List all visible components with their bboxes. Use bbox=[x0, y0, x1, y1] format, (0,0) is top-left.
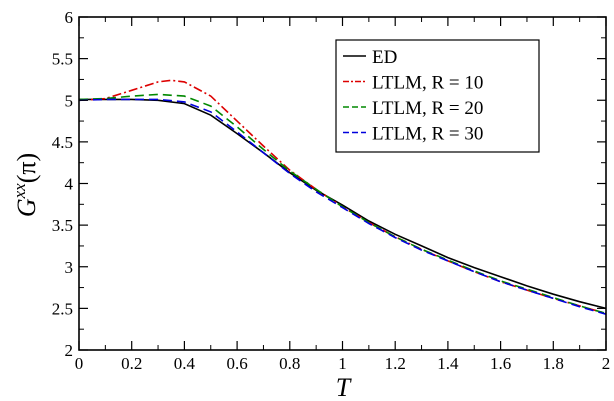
x-tick-label: 1.6 bbox=[490, 354, 511, 373]
y-tick-label: 2.5 bbox=[52, 299, 73, 318]
x-tick-label: 1.4 bbox=[437, 354, 459, 373]
x-tick-label: 2 bbox=[602, 354, 611, 373]
series-line-0 bbox=[79, 98, 607, 310]
x-tick-label: 0.6 bbox=[226, 354, 247, 373]
x-tick-label: 1.2 bbox=[385, 354, 406, 373]
series-layer bbox=[78, 79, 607, 315]
series-line-3 bbox=[78, 98, 607, 315]
y-tick-label: 2 bbox=[65, 341, 74, 360]
x-tick-label: 0 bbox=[75, 354, 84, 373]
y-tick-label: 5.5 bbox=[52, 50, 73, 69]
legend-label-1: LTLM, R = 10 bbox=[372, 73, 483, 94]
x-tick-label: 0.2 bbox=[121, 354, 142, 373]
ticks-layer bbox=[78, 16, 607, 351]
y-tick-label: 3 bbox=[65, 258, 74, 277]
legend: ED LTLM, R = 10 LTLM, R = 20 LTLM, R = 30 bbox=[335, 39, 540, 153]
y-tick-label: 3.5 bbox=[52, 216, 73, 235]
legend-items: ED LTLM, R = 10 LTLM, R = 20 LTLM, R = 30 bbox=[343, 47, 483, 145]
x-axis-title: T bbox=[336, 373, 352, 401]
x-tick-label: 1 bbox=[338, 354, 347, 373]
legend-label-3: LTLM, R = 30 bbox=[372, 124, 483, 145]
y-tick-label: 6 bbox=[65, 8, 74, 27]
y-tick-label: 4.5 bbox=[52, 133, 73, 152]
y-axis-title: Gxx(π) bbox=[10, 153, 41, 217]
y-tick-label: 4 bbox=[65, 175, 74, 194]
y-tick-label: 5 bbox=[65, 91, 74, 110]
legend-label-2: LTLM, R = 20 bbox=[372, 98, 483, 119]
legend-box bbox=[335, 39, 540, 153]
x-tick-label: 0.8 bbox=[279, 354, 300, 373]
legend-label-0: ED bbox=[372, 47, 397, 68]
y-axis-title-base: G bbox=[12, 198, 41, 217]
x-tick-label: 1.8 bbox=[543, 354, 564, 373]
y-axis-title-sup: xx bbox=[10, 183, 29, 200]
y-axis-title-arg: (π) bbox=[12, 153, 41, 183]
tick-labels: 0 0.2 0.4 0.6 0.8 1 1.2 1.4 1.6 1.8 2 2 2.5 3 3.5 4 4.5 5… bbox=[52, 8, 611, 373]
x-tick-label: 0.4 bbox=[174, 354, 196, 373]
